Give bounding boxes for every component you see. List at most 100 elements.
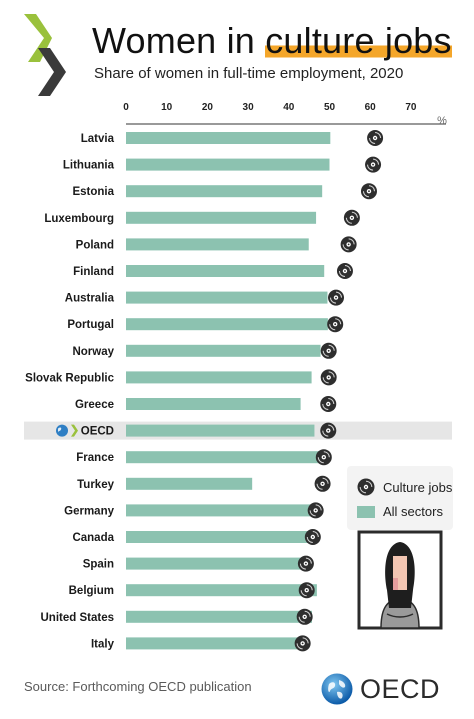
bar-all-sectors [126, 398, 301, 410]
disc-groove [298, 616, 305, 623]
disc-groove [369, 137, 376, 144]
legend-bar-swatch [357, 505, 375, 518]
title-prefix: Women in [92, 20, 266, 61]
category-label: Portugal [67, 319, 114, 331]
bar-chart: 0 10 20 30 40 50 60 70% Latvia Lithuania Estonia Lu… [24, 102, 452, 652]
category-label: Greece [75, 399, 114, 411]
x-tick-label: 60 [365, 102, 377, 113]
category-label: Finland [73, 266, 114, 278]
disc-hole [350, 216, 353, 219]
legend-all-label: All sectors [383, 504, 443, 519]
category-label: Estonia [72, 186, 114, 198]
category-label: Germany [64, 505, 114, 517]
disc-groove [367, 164, 374, 171]
disc-groove [330, 297, 337, 304]
bar-all-sectors [126, 344, 321, 357]
category-label: Latvia [81, 133, 115, 145]
woman-portrait-icon [357, 530, 443, 630]
x-tick-label: 20 [202, 102, 214, 113]
bar-all-sectors [126, 531, 312, 543]
disc-hole [303, 615, 306, 618]
oecd-globe-land [58, 427, 62, 433]
disc-hole [335, 296, 337, 299]
disc-hole [372, 163, 374, 166]
disc-groove [375, 132, 382, 139]
legend-culture-label: Culture jobs [383, 479, 453, 495]
legend: Culture jobs All sectors [347, 466, 453, 530]
category-label: Turkey [77, 479, 114, 491]
disc-groove [322, 350, 329, 357]
disc-groove [344, 265, 351, 272]
disc-groove [328, 344, 335, 351]
oecd-chevron-logo [24, 14, 66, 96]
category-label: OECD [81, 426, 114, 438]
bar-all-sectors [126, 291, 328, 304]
disc-hole [368, 190, 370, 193]
disc-groove [342, 244, 349, 251]
disc-hole [374, 137, 376, 139]
disc-groove [362, 191, 370, 198]
category-label: Canada [72, 532, 114, 544]
disc-groove [296, 643, 303, 650]
disc-groove [345, 217, 352, 224]
bar-all-sectors [126, 637, 308, 650]
category-label: Poland [76, 239, 114, 251]
disc-hole [344, 270, 346, 272]
bar-all-sectors [126, 477, 253, 490]
disc-groove [315, 504, 322, 511]
disc-hole [327, 376, 330, 379]
disc-groove [316, 483, 323, 490]
x-tick-label: 30 [243, 102, 255, 113]
disc-hole [304, 562, 307, 565]
bar-all-sectors [126, 238, 309, 251]
x-tick-label: 70 [405, 102, 417, 113]
bar-all-sectors [126, 265, 325, 277]
disc-groove [322, 403, 329, 410]
disc-hole [327, 349, 330, 352]
disc-groove [300, 590, 307, 597]
disc-groove [302, 637, 309, 644]
disc-hole [334, 323, 337, 326]
bar-all-sectors [126, 371, 312, 384]
disc-groove [322, 377, 329, 384]
x-unit-label: % [437, 115, 447, 127]
disc-groove [328, 398, 335, 405]
disc-groove [322, 477, 329, 484]
disc-groove [368, 185, 375, 192]
disc-hole [327, 403, 330, 405]
x-tick-label: 0 [123, 102, 129, 113]
bar-all-sectors [126, 318, 328, 331]
title-highlight: culture jobs [265, 20, 452, 61]
disc-groove [323, 451, 330, 458]
category-label: Norway [72, 346, 114, 358]
category-label: Slovak Republic [25, 372, 114, 384]
disc-groove [328, 424, 335, 431]
chart-subtitle: Share of women in full-time employment, … [94, 65, 404, 82]
disc-groove [312, 531, 319, 538]
oecd-chevron-icon [71, 424, 78, 437]
globe-icon [321, 673, 353, 705]
oecd-brand: OECD [320, 672, 440, 706]
disc-groove [317, 457, 324, 464]
category-label: Belgium [69, 585, 114, 597]
disc-groove [306, 584, 313, 591]
bar-all-sectors [126, 424, 315, 437]
bar-all-sectors [126, 185, 323, 198]
disc-groove [351, 211, 358, 218]
disc-groove [306, 536, 313, 543]
disc-groove [335, 291, 343, 298]
disc-groove [335, 318, 342, 325]
x-tick-label: 10 [161, 102, 173, 113]
bar-all-sectors [126, 451, 326, 464]
bar-all-sectors [126, 584, 317, 597]
disc-groove [304, 610, 311, 617]
category-label: Lithuania [63, 160, 115, 172]
disc-groove [338, 270, 346, 277]
legend-culture: Culture jobs [357, 478, 452, 496]
x-tick-label: 50 [324, 102, 336, 113]
disc-hole [347, 243, 350, 246]
source-note: Source: Forthcoming OECD publication [24, 679, 252, 694]
brand-name: OECD [360, 673, 441, 704]
bar-all-sectors [126, 610, 312, 623]
bar-all-sectors [126, 132, 331, 144]
